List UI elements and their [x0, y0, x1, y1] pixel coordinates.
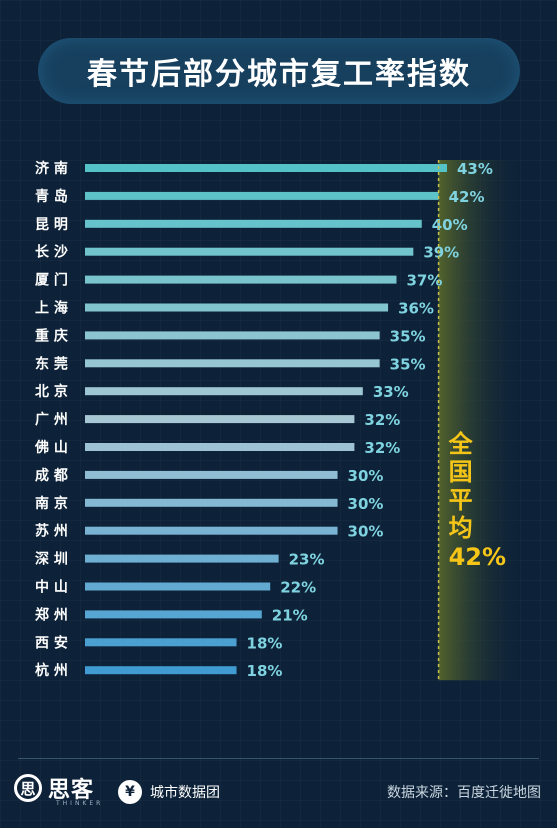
- category-label: 东 莞: [35, 355, 68, 372]
- category-label: 中 山: [35, 579, 68, 596]
- bar: [85, 359, 380, 368]
- category-label: 杭 州: [35, 662, 68, 679]
- average-label-value: 42%: [449, 543, 506, 571]
- city-data-logo-name: 城市数据团: [150, 785, 220, 801]
- value-label: 32%: [364, 411, 400, 429]
- data-source: 数据来源：百度迁徙地图: [387, 785, 541, 801]
- bar: [85, 247, 414, 256]
- bar: [85, 610, 262, 619]
- category-label: 佛 山: [34, 439, 68, 456]
- page-title: 春节后部分城市复工率指数: [87, 57, 471, 92]
- category-label: 西 安: [35, 634, 68, 651]
- bar: [85, 498, 338, 507]
- category-label: 重 庆: [35, 327, 68, 344]
- category-label: 济 南: [35, 160, 68, 177]
- category-label: 南 京: [35, 495, 68, 512]
- value-label: 35%: [390, 355, 426, 373]
- category-label: 广 州: [35, 411, 68, 428]
- bar: [85, 470, 338, 479]
- bar: [85, 666, 237, 675]
- thinker-logo-name: 思客: [48, 778, 95, 803]
- average-band: [438, 160, 524, 681]
- bar: [85, 638, 237, 647]
- value-label: 37%: [406, 272, 442, 290]
- value-label: 32%: [364, 439, 400, 457]
- average-label-char: 全: [448, 430, 474, 458]
- thinker-logo-icon: 思: [14, 774, 42, 802]
- value-label: 30%: [348, 523, 384, 541]
- category-label: 郑 州: [35, 606, 68, 623]
- category-label: 长 沙: [35, 244, 68, 261]
- bar: [85, 387, 363, 396]
- value-label: 33%: [373, 383, 409, 401]
- title-banner: 春节后部分城市复工率指数: [38, 38, 520, 104]
- value-label: 40%: [432, 216, 468, 234]
- bar: [85, 191, 439, 200]
- category-label: 青 岛: [35, 188, 68, 205]
- city-data-logo-icon: ¥: [118, 780, 142, 804]
- bar: [85, 219, 422, 228]
- value-label: 43%: [457, 160, 493, 178]
- category-label: 苏 州: [35, 523, 68, 540]
- bar: [85, 554, 279, 563]
- thinker-logo-subtitle: THINKER: [56, 800, 104, 807]
- bar: [85, 275, 397, 284]
- thinker-logo: 思 思客 THINKER: [14, 772, 100, 807]
- category-label: 上 海: [35, 300, 68, 317]
- bar: [85, 415, 355, 424]
- average-label-char: 国: [449, 458, 473, 486]
- category-label: 北 京: [35, 383, 68, 400]
- bar: [85, 582, 271, 591]
- average-label-char: 均: [449, 514, 473, 542]
- value-label: 42%: [449, 188, 485, 206]
- category-label: 厦 门: [35, 272, 68, 289]
- value-label: 30%: [348, 495, 384, 513]
- value-label: 30%: [348, 467, 384, 485]
- value-label: 18%: [247, 662, 283, 680]
- bar: [85, 303, 389, 312]
- average-label-char: 平: [449, 486, 473, 514]
- bar: [85, 331, 380, 340]
- value-label: 22%: [280, 579, 316, 597]
- value-label: 18%: [247, 634, 283, 652]
- footer-divider: [18, 758, 539, 759]
- value-label: 36%: [398, 300, 434, 318]
- bar: [85, 526, 338, 535]
- value-label: 35%: [390, 327, 426, 345]
- value-label: 39%: [423, 244, 459, 262]
- category-label: 成 都: [35, 467, 68, 484]
- value-label: 21%: [272, 606, 308, 624]
- city-data-logo: ¥ 城市数据团: [118, 780, 220, 804]
- category-label: 深 圳: [35, 551, 68, 568]
- bar: [85, 164, 447, 172]
- bar: [85, 443, 355, 451]
- category-label: 昆 明: [35, 217, 68, 233]
- value-label: 23%: [289, 551, 325, 569]
